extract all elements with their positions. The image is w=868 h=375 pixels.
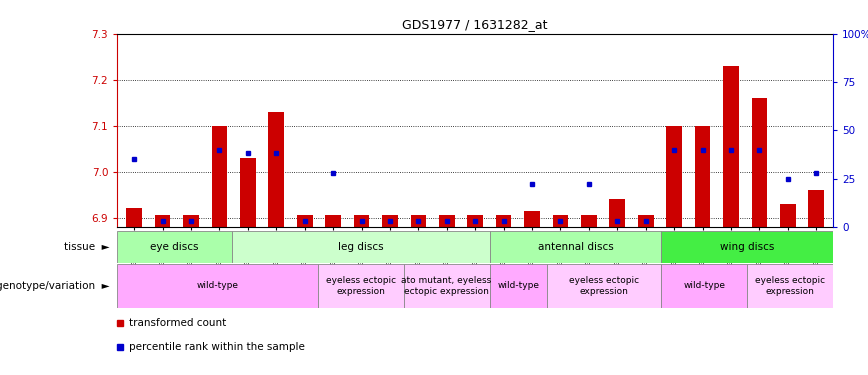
Bar <box>752 98 767 227</box>
Text: percentile rank within the sample: percentile rank within the sample <box>129 342 305 352</box>
Bar <box>297 215 312 227</box>
Text: genotype/variation  ►: genotype/variation ► <box>0 281 110 291</box>
Text: antennal discs: antennal discs <box>537 242 614 252</box>
Bar <box>496 215 511 227</box>
Bar <box>117 264 318 308</box>
Bar <box>268 112 284 227</box>
Bar <box>667 126 682 227</box>
Bar <box>117 231 232 262</box>
Bar <box>411 215 426 227</box>
Bar <box>382 215 398 227</box>
Bar <box>524 211 540 227</box>
Title: GDS1977 / 1631282_at: GDS1977 / 1631282_at <box>403 18 548 31</box>
Text: tissue  ►: tissue ► <box>64 242 110 252</box>
Bar <box>661 264 747 308</box>
Text: transformed count: transformed count <box>129 318 227 327</box>
Bar <box>127 209 142 227</box>
Bar <box>553 215 569 227</box>
Bar <box>661 231 833 262</box>
Bar <box>232 231 490 262</box>
Bar <box>467 215 483 227</box>
Bar <box>318 264 404 308</box>
Text: leg discs: leg discs <box>338 242 384 252</box>
Bar <box>240 158 256 227</box>
Text: eyeless ectopic
expression: eyeless ectopic expression <box>326 276 396 296</box>
Bar <box>747 264 833 308</box>
Bar <box>581 215 596 227</box>
Bar <box>490 231 661 262</box>
Text: eye discs: eye discs <box>150 242 199 252</box>
Bar <box>808 190 824 227</box>
Bar <box>609 199 625 227</box>
Text: wild-type: wild-type <box>196 281 239 290</box>
Bar <box>183 215 199 227</box>
Text: ato mutant, eyeless
ectopic expression: ato mutant, eyeless ectopic expression <box>402 276 491 296</box>
Bar <box>212 126 227 227</box>
Bar <box>155 215 170 227</box>
Bar <box>723 66 739 227</box>
Bar <box>439 215 455 227</box>
Text: eyeless ectopic
expression: eyeless ectopic expression <box>569 276 639 296</box>
Text: wild-type: wild-type <box>683 281 726 290</box>
Bar <box>694 126 710 227</box>
Bar <box>490 264 547 308</box>
Text: wild-type: wild-type <box>497 281 539 290</box>
Bar <box>326 215 341 227</box>
Text: wing discs: wing discs <box>720 242 774 252</box>
Bar <box>354 215 370 227</box>
Bar <box>404 264 490 308</box>
Bar <box>547 264 661 308</box>
Bar <box>638 215 654 227</box>
Bar <box>780 204 796 227</box>
Text: eyeless ectopic
expression: eyeless ectopic expression <box>755 276 825 296</box>
